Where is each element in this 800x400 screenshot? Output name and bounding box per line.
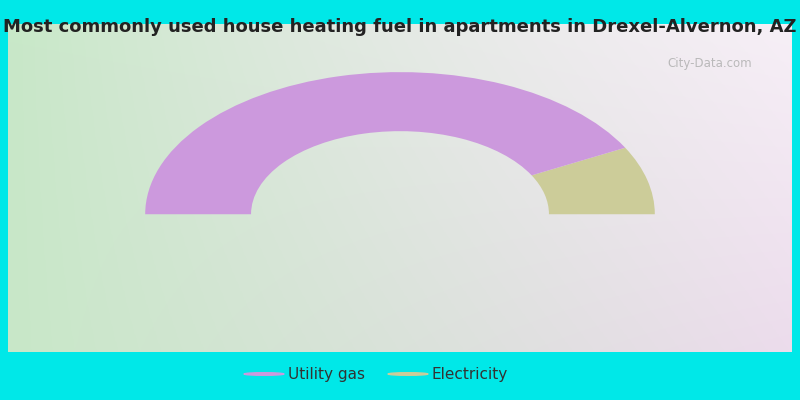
Text: City-Data.com: City-Data.com bbox=[667, 57, 752, 70]
Circle shape bbox=[244, 373, 284, 375]
Circle shape bbox=[388, 373, 428, 375]
Text: Utility gas: Utility gas bbox=[288, 366, 365, 382]
Wedge shape bbox=[146, 72, 625, 214]
Wedge shape bbox=[532, 148, 654, 214]
Text: Most commonly used house heating fuel in apartments in Drexel-Alvernon, AZ: Most commonly used house heating fuel in… bbox=[3, 18, 797, 36]
Text: Electricity: Electricity bbox=[432, 366, 508, 382]
